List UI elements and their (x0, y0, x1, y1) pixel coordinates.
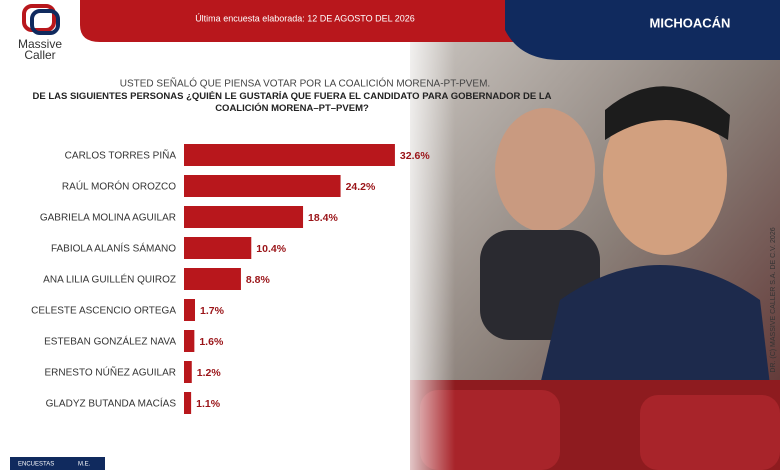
footer-right: M.E. (78, 462, 91, 468)
category-label: RAÚL MORÓN OROZCO (62, 180, 176, 193)
brand-top: Massive (18, 37, 62, 51)
survey-date: Última encuesta elaborada: 12 DE AGOSTO … (195, 13, 415, 23)
value-label: 32.6% (400, 150, 430, 162)
value-label: 24.2% (346, 181, 376, 193)
category-label: ESTEBAN GONZÁLEZ NAVA (44, 335, 176, 348)
category-label: ANA LILIA GUILLÉN QUIROZ (43, 273, 176, 286)
category-label: CARLOS TORRES PIÑA (65, 149, 177, 162)
copyright: DR. (C) MASSIVE CALLER S.A. DE C.V. 2026 (770, 227, 777, 372)
value-label: 1.2% (197, 367, 222, 379)
value-label: 8.8% (246, 274, 271, 286)
value-label: 1.6% (199, 336, 224, 348)
bar (184, 330, 195, 352)
chart-title: DE LAS SIGUIENTES PERSONAS ¿QUIÉN LE GUS… (32, 91, 552, 114)
photo (395, 40, 780, 470)
bar (184, 237, 252, 259)
header-band (80, 0, 530, 42)
bar (184, 392, 192, 414)
bar (184, 361, 192, 383)
category-label: ERNESTO NÚÑEZ AGUILAR (44, 366, 176, 379)
subtitle: USTED SEÑALÓ QUE PIENSA VOTAR POR LA COA… (120, 77, 490, 90)
title-box: DE LAS SIGUIENTES PERSONAS ¿QUIÉN LE GUS… (32, 91, 552, 114)
footer-left: ENCUESTAS (18, 462, 54, 468)
bar (184, 206, 304, 228)
region: MICHOACÁN (650, 15, 731, 30)
bar (184, 299, 195, 321)
brand-bottom: Caller (24, 48, 55, 62)
region-band (505, 0, 780, 60)
value-label: 1.1% (196, 398, 221, 410)
footer-box (10, 457, 105, 470)
category-label: FABIOLA ALANÍS SÁMANO (51, 242, 176, 255)
value-label: 18.4% (308, 212, 338, 224)
bar (184, 144, 395, 166)
category-label: CELESTE ASCENCIO ORTEGA (31, 306, 176, 317)
bar (184, 268, 241, 290)
value-label: 10.4% (256, 243, 286, 255)
category-label: GABRIELA MOLINA AGUILAR (40, 213, 176, 224)
value-label: 1.7% (200, 305, 225, 317)
logo: Massive Caller (18, 4, 62, 62)
category-label: GLADYZ BUTANDA MACÍAS (46, 397, 177, 410)
bar (184, 175, 341, 197)
